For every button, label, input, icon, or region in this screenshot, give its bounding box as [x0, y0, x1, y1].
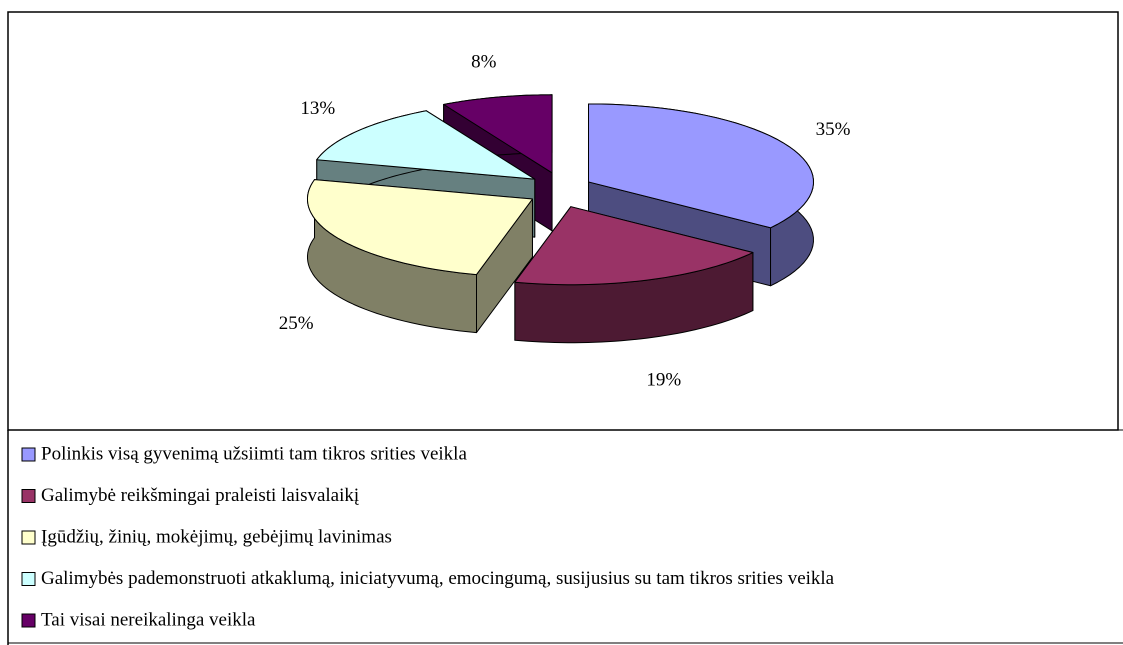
legend-swatch: [21, 447, 36, 462]
legend-swatch: [21, 572, 36, 586]
slice-top: [514, 206, 754, 286]
data-label: 19%: [646, 369, 681, 390]
pie-slice: [306, 179, 533, 334]
legend-label: Galimybė reikšmingai praleisti laisvalai…: [41, 485, 359, 506]
pie-slice: [514, 206, 754, 344]
data-label: 13%: [300, 98, 335, 119]
slice-top: [306, 179, 533, 276]
legend-swatch: [21, 613, 36, 628]
legend-label: Įgūdžių, žinių, mokėjimų, gebėjimų lavin…: [41, 526, 392, 547]
slice-top: [588, 103, 814, 229]
slice-top: [443, 94, 553, 174]
legend-label: Polinkis visą gyvenimą užsiimti tam tikr…: [41, 443, 467, 464]
legend-label: Galimybės pademonstruoti atkaklumą, inic…: [41, 568, 835, 589]
legend-swatch: [21, 530, 36, 545]
data-label: 8%: [471, 52, 497, 73]
data-label: 35%: [816, 119, 851, 140]
data-label: 25%: [279, 313, 314, 334]
legend-label: Tai visai nereikalinga veikla: [41, 609, 256, 630]
slice-top: [316, 110, 536, 180]
legend-swatch: [21, 489, 36, 503]
